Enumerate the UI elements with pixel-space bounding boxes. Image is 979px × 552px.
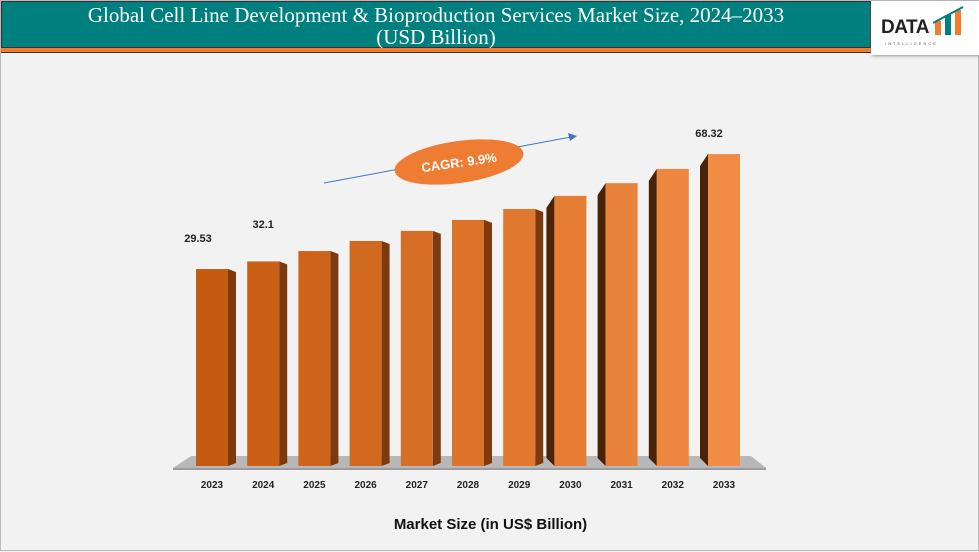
data-label: 29.53 bbox=[184, 233, 212, 246]
title-line-1: Global Cell Line Development & Bioproduc… bbox=[87, 3, 785, 27]
logo-subtext: INTELLIGENCE bbox=[885, 41, 938, 46]
bar-side-2031 bbox=[597, 183, 606, 467]
x-tick-label: 2023 bbox=[200, 480, 224, 491]
bar-side-2027 bbox=[432, 230, 441, 466]
bar-side-2032 bbox=[648, 168, 657, 467]
bars-logo-icon bbox=[933, 6, 964, 35]
bar-2033 bbox=[708, 154, 740, 466]
bar-2029 bbox=[503, 208, 536, 466]
bar-side-2028 bbox=[484, 219, 492, 466]
bar-side-2029 bbox=[535, 208, 544, 466]
bar-2032 bbox=[656, 168, 689, 467]
bar-side-2033 bbox=[700, 154, 708, 466]
logo: DATA INTELLIGENCE bbox=[871, 1, 979, 55]
bar-2026 bbox=[349, 240, 382, 466]
bar-side-2030 bbox=[546, 195, 555, 467]
x-axis-title: Market Size (in US$ Billion) bbox=[393, 516, 588, 533]
x-tick-label: 2029 bbox=[508, 480, 531, 491]
x-tick-label: 2031 bbox=[610, 480, 633, 491]
bar-side-2026 bbox=[381, 240, 390, 466]
x-tick-label: 2032 bbox=[661, 480, 684, 491]
bar-side-2024 bbox=[279, 261, 288, 466]
x-tick-label: 2028 bbox=[456, 480, 480, 491]
logo-text: DATA bbox=[881, 17, 929, 38]
x-tick-label: 2027 bbox=[405, 480, 428, 491]
bar-side-2023 bbox=[228, 269, 236, 466]
x-tick-label: 2024 bbox=[252, 480, 275, 491]
accent-strip bbox=[1, 48, 871, 53]
cagr-arrowhead-icon bbox=[568, 133, 577, 141]
bar-2028 bbox=[452, 219, 484, 466]
data-label: 32.1 bbox=[252, 219, 274, 232]
bar-2023 bbox=[196, 269, 228, 466]
x-tick-label: 2025 bbox=[303, 480, 326, 491]
bar-2030 bbox=[554, 195, 587, 467]
data-label: 68.32 bbox=[695, 128, 723, 141]
x-tick-label: 2030 bbox=[559, 480, 582, 491]
bar-2024 bbox=[247, 261, 280, 466]
chart-title: Global Cell Line Development & Bioproduc… bbox=[1, 1, 871, 48]
x-tick-label: 2033 bbox=[712, 480, 736, 491]
x-tick-label: 2026 bbox=[354, 480, 377, 491]
bar-2031 bbox=[605, 183, 638, 467]
title-line-2: (USD Billion) bbox=[376, 25, 496, 49]
bar-2027 bbox=[400, 230, 433, 466]
bar-side-2025 bbox=[330, 251, 339, 466]
bar-2025 bbox=[298, 251, 331, 466]
